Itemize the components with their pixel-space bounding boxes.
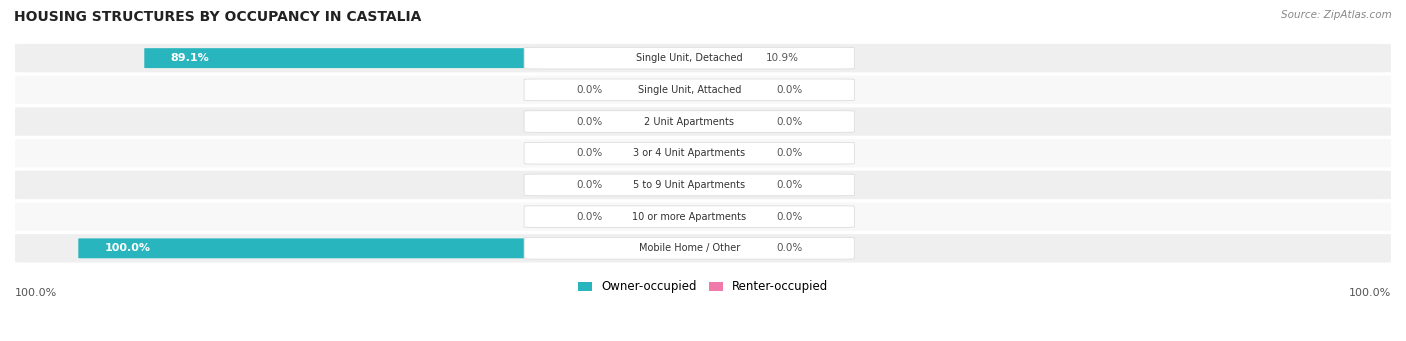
Text: 0.0%: 0.0% [776,148,803,158]
Text: HOUSING STRUCTURES BY OCCUPANCY IN CASTALIA: HOUSING STRUCTURES BY OCCUPANCY IN CASTA… [14,10,422,24]
Text: 2 Unit Apartments: 2 Unit Apartments [644,117,734,127]
FancyBboxPatch shape [685,238,769,258]
FancyBboxPatch shape [524,143,855,164]
FancyBboxPatch shape [609,80,693,100]
FancyBboxPatch shape [15,76,1391,104]
FancyBboxPatch shape [685,175,769,195]
FancyBboxPatch shape [609,207,693,226]
FancyBboxPatch shape [685,80,769,100]
Text: 0.0%: 0.0% [776,85,803,95]
FancyBboxPatch shape [524,111,855,132]
FancyBboxPatch shape [609,175,693,195]
FancyBboxPatch shape [524,47,855,69]
Text: 100.0%: 100.0% [1348,288,1391,298]
Text: 100.0%: 100.0% [15,288,58,298]
FancyBboxPatch shape [524,206,855,227]
Text: 100.0%: 100.0% [104,243,150,253]
Text: 89.1%: 89.1% [170,53,209,63]
Text: 0.0%: 0.0% [576,148,603,158]
FancyBboxPatch shape [683,48,761,68]
FancyBboxPatch shape [524,79,855,101]
Text: 0.0%: 0.0% [776,117,803,127]
Text: 5 to 9 Unit Apartments: 5 to 9 Unit Apartments [633,180,745,190]
Text: 0.0%: 0.0% [576,212,603,222]
FancyBboxPatch shape [15,203,1391,231]
Text: 0.0%: 0.0% [576,85,603,95]
FancyBboxPatch shape [524,174,855,196]
FancyBboxPatch shape [685,112,769,131]
Text: 0.0%: 0.0% [576,117,603,127]
Text: Single Unit, Detached: Single Unit, Detached [636,53,742,63]
Text: 0.0%: 0.0% [776,243,803,253]
Text: Single Unit, Attached: Single Unit, Attached [637,85,741,95]
FancyBboxPatch shape [79,238,695,258]
Text: 10.9%: 10.9% [766,53,799,63]
Text: 0.0%: 0.0% [776,212,803,222]
FancyBboxPatch shape [15,139,1391,167]
Text: 0.0%: 0.0% [776,180,803,190]
Text: 10 or more Apartments: 10 or more Apartments [633,212,747,222]
FancyBboxPatch shape [15,234,1391,263]
FancyBboxPatch shape [15,107,1391,136]
FancyBboxPatch shape [145,48,695,68]
FancyBboxPatch shape [609,112,693,131]
Text: 0.0%: 0.0% [576,180,603,190]
Text: Mobile Home / Other: Mobile Home / Other [638,243,740,253]
Text: Source: ZipAtlas.com: Source: ZipAtlas.com [1281,10,1392,20]
Legend: Owner-occupied, Renter-occupied: Owner-occupied, Renter-occupied [572,276,834,298]
FancyBboxPatch shape [685,143,769,163]
FancyBboxPatch shape [685,207,769,226]
FancyBboxPatch shape [609,143,693,163]
FancyBboxPatch shape [15,44,1391,72]
FancyBboxPatch shape [15,171,1391,199]
Text: 3 or 4 Unit Apartments: 3 or 4 Unit Apartments [633,148,745,158]
FancyBboxPatch shape [524,237,855,259]
